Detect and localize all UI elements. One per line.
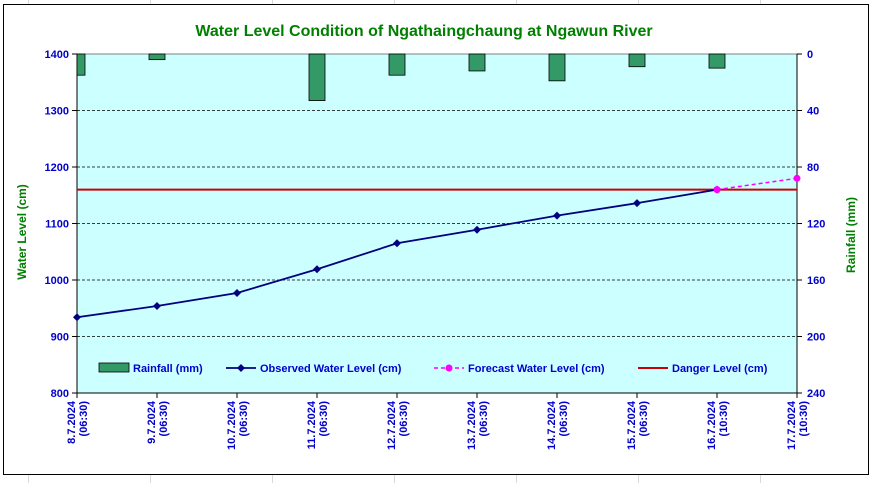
- legend-forecast-label: Forecast Water Level (cm): [468, 363, 605, 375]
- observed-water-level-point: [473, 225, 481, 234]
- forecast-water-level-point: [713, 186, 721, 194]
- observed-water-level-point: [393, 239, 401, 248]
- left-axis-title-text: Water Level (cm): [15, 184, 29, 280]
- x-tick-label-date: 13.7.2024: [466, 400, 478, 450]
- right-tick-label: 0: [807, 49, 813, 61]
- forecast-water-level-point: [793, 174, 801, 182]
- x-tick-label-date: 12.7.2024: [386, 400, 398, 450]
- x-tick-label-time: (06:30): [158, 401, 170, 437]
- right-tick-label: 200: [807, 332, 825, 344]
- x-tick-label-date: 11.7.2024: [306, 400, 318, 449]
- observed-water-level-point: [233, 288, 241, 297]
- right-axis-title-text: Rainfall (mm): [844, 197, 858, 273]
- rainfall-bar: [148, 53, 166, 61]
- legend-forecast-marker: [445, 364, 453, 372]
- right-tick-label: 40: [807, 106, 819, 118]
- rainfall-bar: [388, 53, 406, 76]
- observed-water-level-point: [153, 301, 161, 310]
- rainfall-bar: [468, 53, 486, 72]
- legend-rainfall-swatch: [98, 362, 130, 373]
- x-tick-label-time: (06:30): [398, 401, 410, 437]
- right-tick-label: 80: [807, 162, 819, 174]
- chart-title: Water Level Condition of Ngathaingchaung…: [195, 23, 652, 40]
- rainfall-bar: [548, 53, 566, 82]
- x-tick-label: 12.7.2024 (06:30): [386, 400, 410, 450]
- left-tick-label: 1400: [45, 49, 69, 61]
- x-tick-label-time: (06:30): [638, 401, 650, 437]
- rainfall-bar: [708, 53, 726, 69]
- legend-observed-marker: [237, 364, 245, 372]
- x-tick-label-time: (10:30): [718, 401, 730, 437]
- left-tick-label: 1100: [45, 219, 69, 231]
- x-tick-label-date: 17.7.2024: [786, 400, 798, 450]
- rainfall-bar: [628, 53, 646, 68]
- right-tick-label: 120: [807, 219, 825, 231]
- x-tick-label: 10.7.2024 (06:30): [226, 400, 250, 450]
- x-tick-label: 15.7.2024 (06:30): [626, 400, 650, 450]
- left-tick-label: 1000: [45, 275, 69, 287]
- observed-water-level-point: [313, 265, 321, 274]
- observed-water-level-point: [633, 199, 641, 208]
- x-tick-label-date: 10.7.2024: [226, 400, 238, 450]
- right-tick-label: 160: [807, 275, 825, 287]
- x-tick-label-time: (06:30): [78, 401, 90, 437]
- x-tick-label-date: 8.7.2024: [66, 400, 78, 444]
- x-tick-label: 17.7.2024 (10:30): [786, 400, 810, 450]
- left-tick-label: 800: [51, 388, 69, 400]
- rainfall-bar: [76, 53, 86, 76]
- x-tick-label-time: (06:30): [238, 401, 250, 437]
- x-tick-label-time: (10:30): [798, 401, 810, 437]
- left-tick-label: 900: [51, 332, 69, 344]
- x-tick-label: 16.7.2024 (10:30): [706, 400, 730, 450]
- left-tick-label: 1300: [45, 106, 69, 118]
- x-tick-label: 9.7.2024 (06:30): [146, 400, 170, 444]
- legend-observed-label: Observed Water Level (cm): [260, 363, 402, 375]
- x-tick-label: 8.7.2024 (06:30): [66, 400, 90, 444]
- legend-danger-label: Danger Level (cm): [672, 363, 768, 375]
- x-tick-label-time: (06:30): [318, 401, 330, 437]
- x-tick-label: 11.7.2024 (06:30): [306, 400, 330, 449]
- left-tick-label: 1200: [45, 162, 69, 174]
- x-tick-label-time: (06:30): [558, 401, 570, 437]
- x-tick-label: 13.7.2024 (06:30): [466, 400, 490, 450]
- x-tick-label: 14.7.2024 (06:30): [546, 400, 570, 450]
- rainfall-bar: [308, 53, 326, 102]
- left-axis-title: Water Level (cm): [15, 184, 29, 280]
- x-tick-label-date: 16.7.2024: [706, 400, 718, 450]
- observed-water-level-point: [553, 211, 561, 220]
- x-tick-label-date: 15.7.2024: [626, 400, 638, 450]
- x-tick-label-date: 9.7.2024: [146, 400, 158, 444]
- observed-water-level-point: [73, 313, 81, 322]
- x-tick-label-date: 14.7.2024: [546, 400, 558, 450]
- x-tick-label-time: (06:30): [478, 401, 490, 437]
- legend-rainfall-label: Rainfall (mm): [133, 363, 203, 375]
- right-tick-label: 240: [807, 388, 825, 400]
- right-axis-title: Rainfall (mm): [844, 197, 858, 273]
